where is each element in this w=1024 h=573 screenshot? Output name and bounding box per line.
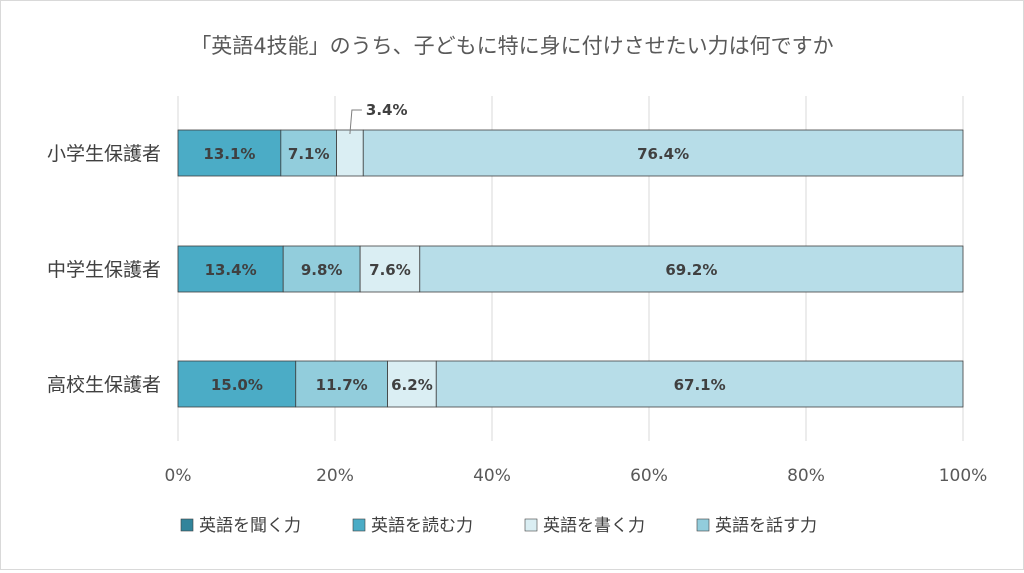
data-label: 7.1% xyxy=(288,145,330,163)
category-label: 中学生保護者 xyxy=(47,259,161,281)
bar-segment xyxy=(362,129,964,177)
legend-marker xyxy=(524,518,538,532)
x-tick-label: 20% xyxy=(316,466,354,486)
chart-title: 「英語4技能」のうち、子どもに特に身に付けさせたい力は何ですか xyxy=(190,34,833,58)
data-label: 7.6% xyxy=(369,261,411,279)
category-label: 高校生保護者 xyxy=(47,374,161,396)
leader-line xyxy=(349,109,362,135)
data-label: 3.4% xyxy=(366,101,408,119)
legend-marker xyxy=(352,518,366,532)
bar-segment xyxy=(177,129,282,177)
data-label: 76.4% xyxy=(637,145,689,163)
legend-label: 英語を聞く力 xyxy=(199,516,301,536)
legend-label: 英語を話す力 xyxy=(715,516,817,536)
bar-segment xyxy=(359,245,421,293)
x-tick-label: 40% xyxy=(473,466,511,486)
legend-label: 英語を書く力 xyxy=(543,516,645,536)
data-label: 6.2% xyxy=(391,376,433,394)
bar-segment xyxy=(419,245,964,293)
data-label: 9.8% xyxy=(301,261,343,279)
data-label: 69.2% xyxy=(665,261,717,279)
bar-segment xyxy=(336,129,364,177)
legend-marker xyxy=(180,518,194,532)
x-tick-label: 100% xyxy=(939,466,988,486)
category-label: 小学生保護者 xyxy=(47,143,161,165)
legend-marker xyxy=(696,518,710,532)
x-tick-labels: 0% 20% 40% 60% 80% 100% xyxy=(165,466,988,486)
x-tick-label: 0% xyxy=(165,466,192,486)
legend: 英語を聞く力 英語を読む力 英語を書く力 英語を話す力 xyxy=(180,516,817,536)
data-label: 13.1% xyxy=(203,145,255,163)
data-label: 13.4% xyxy=(205,261,257,279)
bar-segment xyxy=(282,245,361,293)
bar-segment xyxy=(295,360,388,408)
bars: 13.1% 7.1% 3.4% 76.4% 13.4% 9.8% 7.6% 69.2% 15.0… xyxy=(177,101,964,408)
data-label: 15.0% xyxy=(211,376,263,394)
legend-label: 英語を読む力 xyxy=(371,516,473,536)
x-tick-label: 80% xyxy=(787,466,825,486)
bar-segment xyxy=(435,360,964,408)
data-label: 67.1% xyxy=(674,376,726,394)
bar-segment xyxy=(177,245,284,293)
data-label: 11.7% xyxy=(316,376,368,394)
x-tick-label: 60% xyxy=(630,466,668,486)
